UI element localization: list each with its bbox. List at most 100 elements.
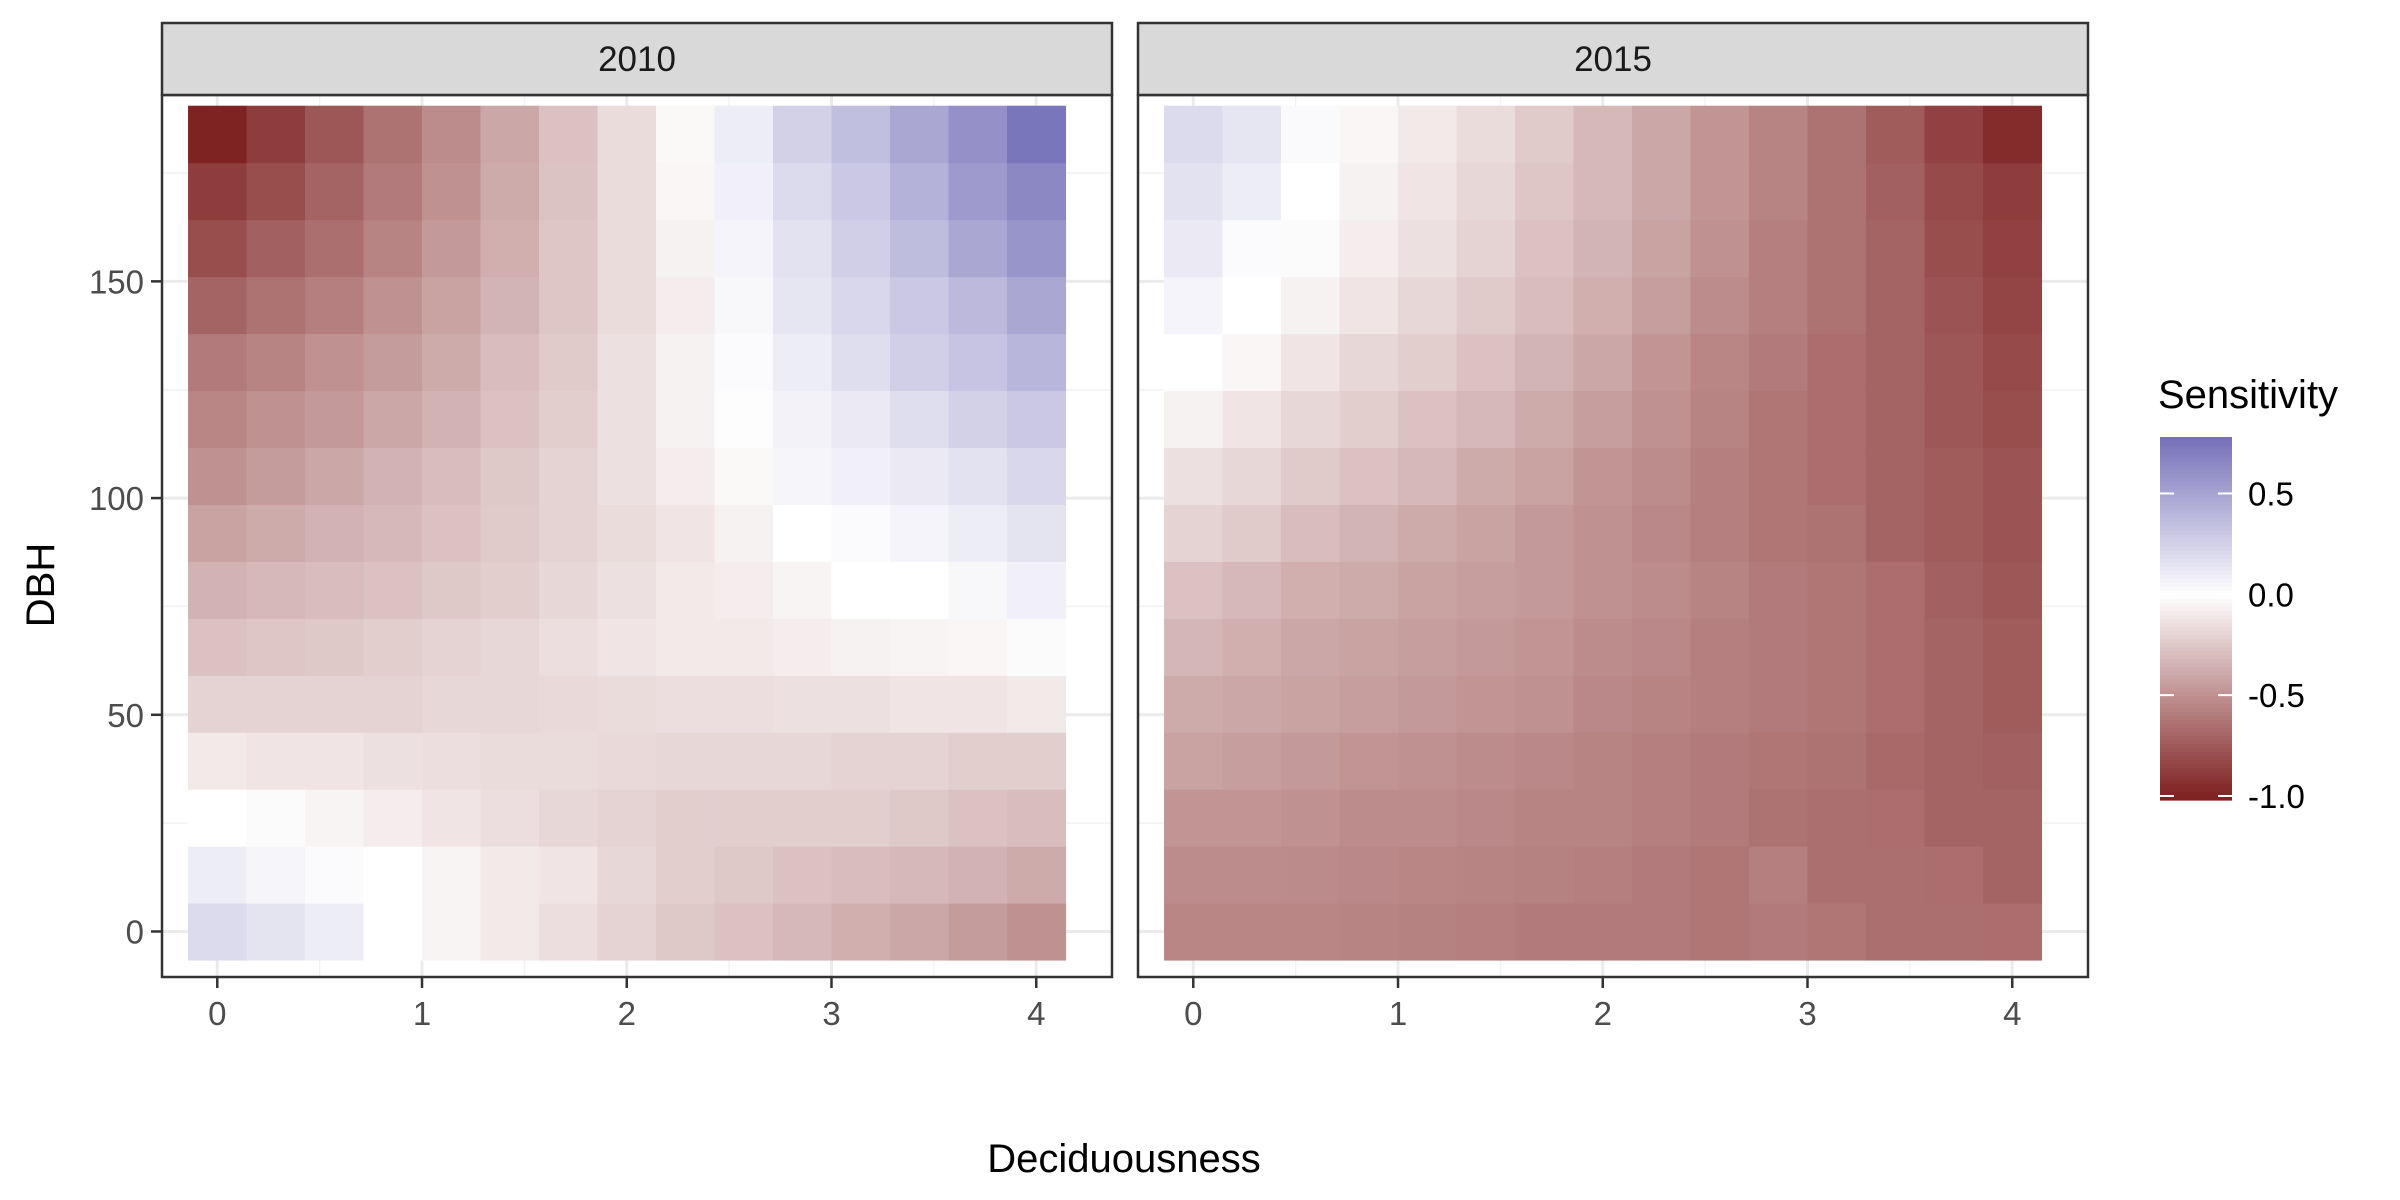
heatmap-tile [597, 846, 657, 904]
heatmap-tile [597, 903, 657, 961]
heatmap-tile [1398, 846, 1458, 904]
heatmap-tile [1924, 219, 1984, 278]
heatmap-tile [1924, 276, 1984, 335]
heatmap-tile [655, 561, 716, 619]
heatmap-tile [539, 105, 599, 164]
heatmap-tile [1748, 105, 1809, 164]
heatmap-tile [1398, 105, 1458, 164]
heatmap-tile [363, 276, 423, 335]
heatmap-tile [1690, 561, 1750, 619]
heatmap-tile [1982, 447, 2043, 505]
heatmap-tile [188, 333, 248, 392]
heatmap-tile [655, 504, 716, 562]
heatmap-tile [1006, 903, 1067, 961]
heatmap-tile [772, 675, 833, 733]
legend-colorbar-segment [2160, 445, 2232, 450]
heatmap-tile [1281, 390, 1341, 449]
heatmap-tile [246, 675, 306, 733]
heatmap-tile [1807, 789, 1867, 847]
heatmap-tile [889, 504, 950, 562]
heatmap-tile [1865, 903, 1926, 961]
heatmap-tile [1924, 789, 1984, 847]
heatmap-tile [1690, 105, 1750, 164]
heatmap-tile [714, 732, 774, 790]
heatmap-tile [655, 846, 716, 904]
heatmap-tile [1339, 618, 1399, 676]
facet-strip-label: 2015 [1574, 40, 1652, 79]
heatmap-tile [1281, 504, 1341, 562]
heatmap-tile [1807, 276, 1867, 335]
heatmap-tile [188, 105, 248, 164]
heatmap-tile [1281, 675, 1341, 733]
heatmap-tile [597, 561, 657, 619]
legend-colorbar-segment [2160, 465, 2232, 470]
heatmap-tile [422, 276, 482, 335]
heatmap-tile [889, 333, 950, 392]
heatmap-tile [1573, 561, 1633, 619]
heatmap-tile [1865, 390, 1926, 449]
heatmap-tile [1398, 390, 1458, 449]
heatmap-tile [480, 390, 540, 449]
heatmap-tile [772, 732, 833, 790]
heatmap-tile [422, 447, 482, 505]
heatmap-tile [480, 846, 540, 904]
heatmap-tile [1924, 846, 1984, 904]
heatmap-tile [305, 390, 365, 449]
heatmap-tile [305, 219, 365, 278]
legend-tick-label: -1.0 [2248, 778, 2305, 815]
legend-colorbar-segment [2160, 606, 2232, 612]
heatmap-tile [1690, 675, 1750, 733]
heatmap-tile [1339, 561, 1399, 619]
heatmap-tile [1515, 789, 1575, 847]
heatmap-tile [1456, 276, 1516, 335]
legend-colorbar-segment [2160, 533, 2232, 539]
heatmap-tile [1222, 732, 1282, 790]
x-axis-ticks: 0 1 2 3 4 [1184, 977, 2021, 1032]
heatmap-tile [1924, 105, 1984, 164]
heatmap-tile [1982, 276, 2043, 335]
heatmap-tile [1006, 333, 1067, 392]
heatmap-tile [1515, 561, 1575, 619]
heatmap-tile [246, 276, 306, 335]
heatmap-tile [1281, 105, 1341, 164]
x-tick-label: 4 [2003, 995, 2021, 1032]
heatmap-tile [597, 789, 657, 847]
heatmap-tile [1573, 447, 1633, 505]
legend-colorbar-segment [2160, 594, 2232, 599]
heatmap-tile [1865, 333, 1926, 392]
heatmap-tile [246, 618, 306, 676]
heatmap-tile [831, 162, 891, 221]
heatmap-tile [1006, 276, 1067, 335]
heatmap-tile [889, 789, 950, 847]
heatmap-tile [1865, 675, 1926, 733]
heatmap-tile [1164, 561, 1224, 619]
legend-colorbar-segment [2160, 521, 2232, 527]
legend-colorbar [2160, 437, 2232, 801]
heatmap-tile [1398, 504, 1458, 562]
y-tick-label: 0 [126, 913, 144, 950]
heatmap-tile [772, 903, 833, 961]
heatmap-tile [539, 162, 599, 221]
heatmap-tile [1339, 219, 1399, 278]
legend-tick-label: 0.5 [2248, 475, 2294, 512]
heatmap-tile [1748, 903, 1809, 961]
heatmap-tile [246, 846, 306, 904]
heatmap-tile [1006, 732, 1067, 790]
heatmap-tile [1982, 390, 2043, 449]
heatmap-tile [480, 276, 540, 335]
heatmap-tile [1339, 333, 1399, 392]
heatmap-tile [480, 447, 540, 505]
heatmap-tile [1748, 789, 1809, 847]
heatmap-tile [246, 105, 306, 164]
facet-panel-2010: 2010 0 1 2 3 4 0 50 100 150 [89, 21, 1114, 1032]
heatmap-tile [1690, 219, 1750, 278]
heatmap-tile [1631, 276, 1692, 335]
heatmap-tile [1807, 504, 1867, 562]
heatmap-tile [1865, 162, 1926, 221]
legend-colorbar-segment [2160, 525, 2232, 531]
heatmap-tile [1690, 504, 1750, 562]
heatmap-tile [1222, 618, 1282, 676]
heatmap-tile [772, 276, 833, 335]
heatmap-tile [246, 789, 306, 847]
legend-colorbar-segment [2160, 695, 2232, 700]
